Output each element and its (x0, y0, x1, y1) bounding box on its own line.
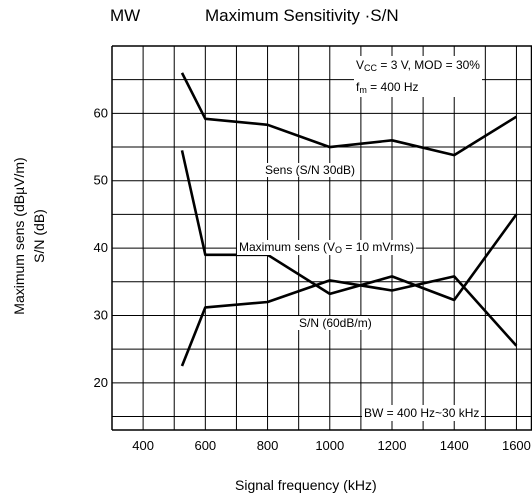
x-tick-label: 1000 (315, 438, 344, 453)
y-tick-label: 60 (94, 105, 108, 120)
bandwidth-note: BW = 400 Hz~30 kHz (362, 405, 482, 421)
vcc-condition: VCC = 3 V, MOD = 30% (356, 58, 480, 73)
series-label-sn: S/N (60dB/m) (297, 316, 374, 330)
x-tick-label: 400 (132, 438, 154, 453)
x-tick-label: 600 (194, 438, 216, 453)
y-tick-label: 40 (94, 240, 108, 255)
x-tick-label: 1600 (502, 438, 531, 453)
fm-condition: fm = 400 Hz (356, 80, 419, 95)
chart-title: Maximum Sensitivity ·S/N (205, 6, 399, 25)
y-axis-label-sens: Maximum sens (dBµV/m) (11, 157, 27, 315)
y-axis-label-sn: S/N (dB) (31, 209, 47, 263)
y-tick-label: 20 (94, 375, 108, 390)
sens-curve (180, 72, 518, 157)
y-tick-label: 50 (94, 173, 108, 188)
band-label: MW (110, 6, 141, 25)
grid-lines (112, 46, 532, 430)
conditions-box: VCC = 3 V, MOD = 30% fm = 400 Hz (354, 56, 482, 97)
series-label-max-sens: Maximum sens (VO = 10 mVrms) (237, 240, 416, 255)
max-sens-curve (180, 150, 518, 302)
sn-curve (180, 275, 518, 367)
series-label-sens: Sens (S/N 30dB) (263, 163, 358, 177)
y-tick-label: 30 (94, 307, 108, 322)
series-lines (180, 72, 518, 367)
x-tick-label: 1200 (378, 438, 407, 453)
plot-frame (111, 45, 532, 431)
x-axis-label: Signal frequency (kHz) (235, 477, 377, 493)
x-tick-label: 1400 (440, 438, 469, 453)
x-tick-label: 800 (257, 438, 279, 453)
tick-labels: 400 600 800 1000 1200 1400 1600 20 30 40 50 60 (94, 105, 531, 453)
